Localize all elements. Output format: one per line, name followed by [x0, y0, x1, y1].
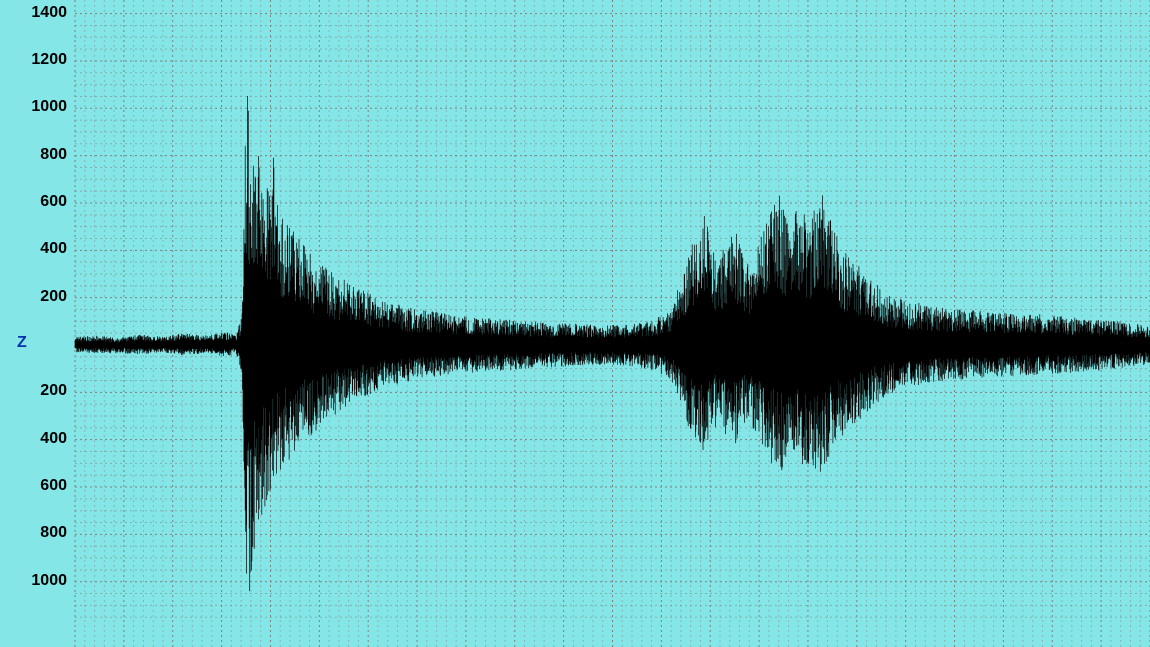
- seismograph-svg: [0, 0, 1150, 647]
- y-tick-label: 800: [17, 524, 67, 542]
- y-tick-label: 600: [17, 477, 67, 495]
- y-tick-label: 1000: [17, 572, 67, 590]
- y-tick-label: 400: [17, 240, 67, 258]
- y-tick-label: 800: [17, 146, 67, 164]
- y-tick-label: 200: [17, 288, 67, 306]
- y-tick-label: 1200: [17, 51, 67, 69]
- seismograph-chart: Z 200 400 600 800 1000 1200 1400 200 400 600 800 10…: [0, 0, 1150, 647]
- y-tick-label: 600: [17, 193, 67, 211]
- y-tick-label: 1000: [17, 98, 67, 116]
- y-tick-label: 1400: [17, 4, 67, 22]
- y-tick-label: 200: [17, 382, 67, 400]
- y-tick-label: 400: [17, 430, 67, 448]
- z-axis-label: Z: [17, 334, 27, 352]
